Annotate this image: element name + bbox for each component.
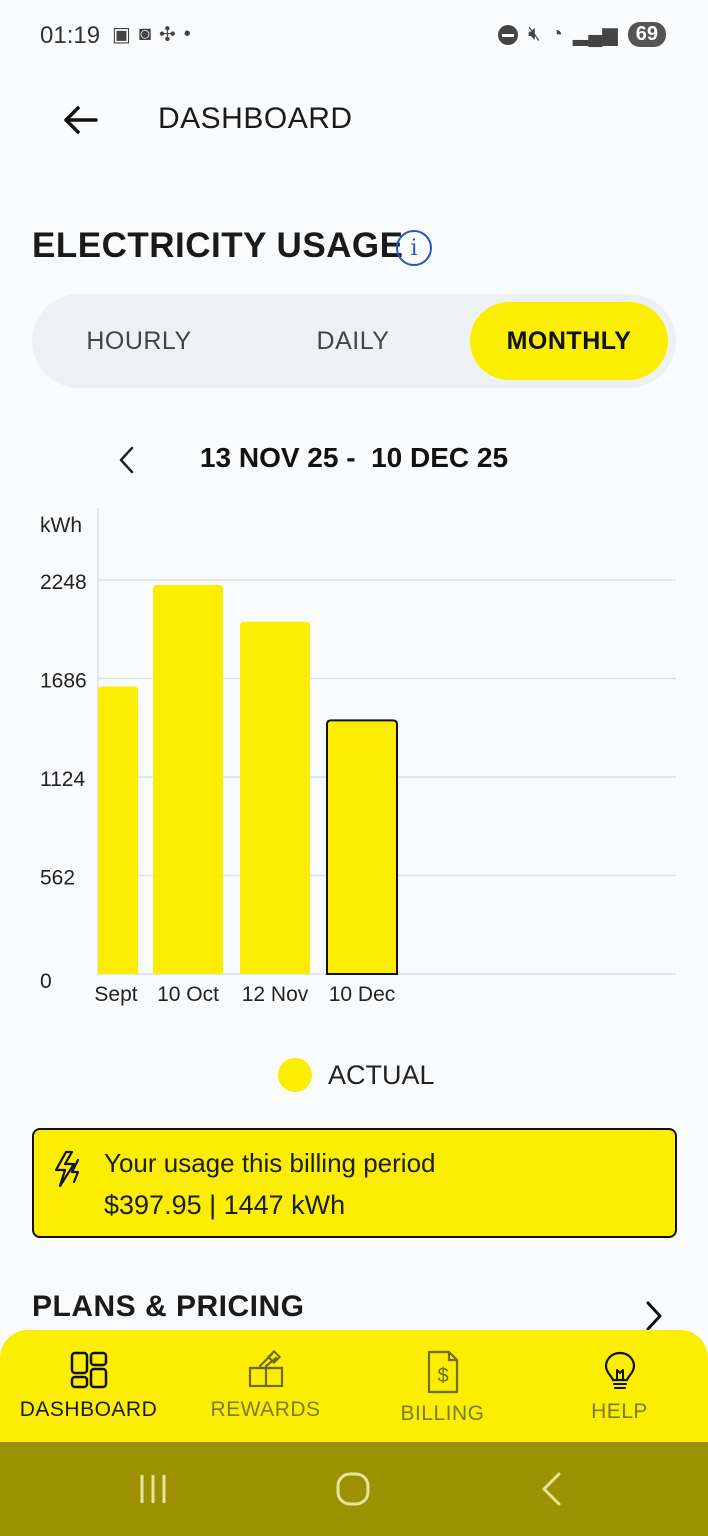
- nav-rewards[interactable]: REWARDS: [177, 1330, 354, 1442]
- mute-icon: 🔇︎: [528, 23, 541, 45]
- fan-icon: ✣: [159, 24, 176, 46]
- status-time: 01:19: [40, 22, 101, 49]
- chevron-left-icon: [542, 1472, 561, 1506]
- nav-dashboard[interactable]: DASHBOARD: [0, 1330, 177, 1442]
- tab-daily[interactable]: DAILY: [316, 326, 390, 355]
- x-tick-label: 12 Nov: [242, 983, 309, 1006]
- screenshot-icon: ▣: [112, 24, 131, 46]
- lightbulb-icon: [604, 1351, 635, 1389]
- system-back-button[interactable]: [528, 1466, 574, 1512]
- billing-usage-card[interactable]: Your usage this billing period $397.95 |…: [32, 1128, 677, 1238]
- period-selector: HOURLY DAILY MONTHLY: [32, 294, 676, 388]
- bottom-nav: DASHBOARD REWARDS $ BILLING HELP: [0, 1330, 708, 1442]
- billing-usage-value: $397.95 | 1447 kWh: [104, 1190, 346, 1220]
- plans-pricing-title[interactable]: PLANS & PRICING: [32, 1290, 305, 1323]
- recents-button[interactable]: [130, 1466, 176, 1512]
- nav-billing[interactable]: $ BILLING: [354, 1330, 531, 1442]
- recents-icon: [140, 1475, 166, 1503]
- chart-bar[interactable]: [326, 719, 398, 975]
- dot-icon: •: [183, 23, 191, 45]
- y-axis-unit: kWh: [40, 514, 82, 537]
- home-icon: [336, 1472, 370, 1506]
- sim-icon: ◙: [138, 23, 151, 45]
- date-range: 13 NOV 25 - 10 DEC 25: [199, 442, 509, 473]
- chart-legend: ACTUAL: [278, 1058, 435, 1092]
- y-tick-label: 1124: [40, 768, 85, 791]
- legend-label: ACTUAL: [328, 1059, 435, 1090]
- dashboard-icon: [70, 1351, 107, 1389]
- chart-bar[interactable]: [153, 584, 223, 974]
- tab-monthly[interactable]: MONTHLY: [470, 302, 668, 380]
- legend-swatch: [278, 1058, 312, 1092]
- y-tick-label: 1686: [40, 670, 87, 693]
- back-button[interactable]: [58, 98, 102, 142]
- section-title: ELECTRICITY USAGE: [32, 226, 404, 265]
- battery-indicator: 69: [627, 22, 666, 47]
- nav-label: DASHBOARD: [19, 1398, 158, 1421]
- arrow-left-icon: [64, 106, 98, 134]
- nav-help[interactable]: HELP: [531, 1330, 708, 1442]
- usage-chart: kWh 0 562 1124 1686 2248 Sept 10 Oct 12 Nov 10 De…: [40, 508, 676, 1006]
- chevron-left-icon: [119, 446, 134, 474]
- chart-bar[interactable]: [240, 621, 310, 974]
- x-tick-label: Sept: [94, 983, 137, 1006]
- nav-label: REWARDS: [210, 1398, 321, 1421]
- status-right-icons: 🔇︎ ◔ ▂▄▆ 69: [498, 22, 666, 47]
- tab-hourly[interactable]: HOURLY: [86, 326, 192, 355]
- app-header: DASHBOARD: [0, 80, 708, 160]
- lightning-icon: [54, 1150, 80, 1188]
- signal-icon: ▂▄▆: [572, 24, 618, 46]
- nav-label: HELP: [591, 1400, 648, 1423]
- page-title: DASHBOARD: [158, 102, 353, 135]
- y-tick-label: 562: [40, 867, 75, 890]
- status-bar: 01:19 ▣ ◙ ✣ • 🔇︎ ◔ ▂▄▆ 69: [0, 0, 708, 72]
- gift-icon: [248, 1350, 283, 1388]
- svg-text:$: $: [437, 1365, 448, 1387]
- dnd-icon: [498, 24, 519, 45]
- chart-bar[interactable]: [98, 686, 138, 974]
- bill-icon: $: [427, 1350, 458, 1394]
- billing-usage-title: Your usage this billing period: [104, 1148, 436, 1178]
- info-icon[interactable]: i: [396, 230, 432, 266]
- y-tick-label: 2248: [40, 571, 87, 594]
- status-left-icons: ▣ ◙ ✣ •: [112, 22, 191, 47]
- x-tick-label: 10 Oct: [157, 983, 219, 1006]
- y-tick-label: 0: [40, 970, 52, 993]
- nav-label: BILLING: [400, 1402, 485, 1425]
- chevron-right-icon[interactable]: [640, 1298, 668, 1334]
- x-tick-label: 10 Dec: [329, 983, 396, 1006]
- previous-period-button[interactable]: [108, 440, 144, 480]
- system-nav-bar: [0, 1442, 708, 1536]
- wifi-icon: ◔: [550, 23, 563, 45]
- home-button[interactable]: [330, 1466, 376, 1512]
